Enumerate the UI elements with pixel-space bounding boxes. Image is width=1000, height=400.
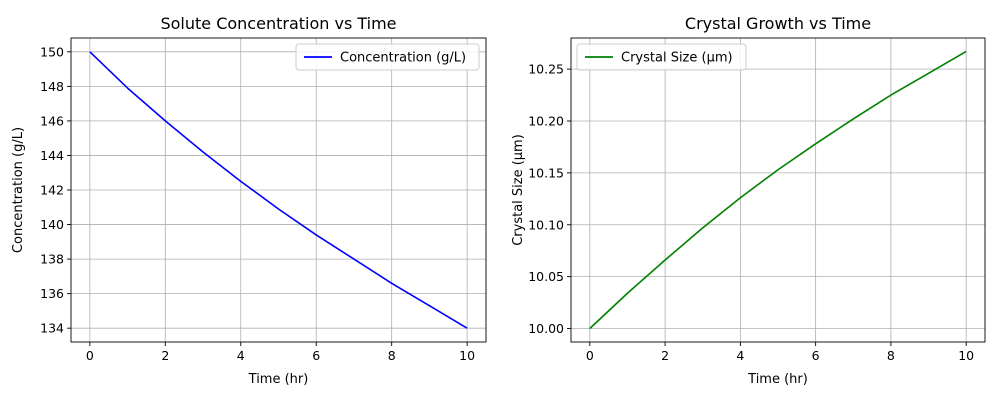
chart-2-x-tick-label-0: 0 [586,348,594,363]
chart-1-x-tick-label-3: 6 [312,348,320,363]
chart-2-x-tick-label-2: 4 [736,348,744,363]
chart-2-x-tick-label-1: 2 [661,348,669,363]
chart-2-y-tick-label-2: 10.10 [528,217,564,232]
chart-2-series-line-0 [589,50,967,330]
chart-2-x-axis-label: Time (hr) [747,372,808,387]
chart-2-y-tick-label-0: 10.00 [528,321,564,336]
chart-1-y-tick-label-3: 140 [40,217,64,232]
chart-1-title: Solute Concentration vs Time [160,14,396,33]
chart-1-x-axis-label: Time (hr) [248,372,309,387]
chart-1-y-tick-label-6: 146 [40,113,64,128]
chart-1-y-tick-label-7: 148 [40,79,64,94]
chart-1-x-tick-label-5: 10 [459,348,475,363]
chart-1-x-tick-label-0: 0 [86,348,94,363]
chart-2-x-tick-label-5: 10 [958,348,974,363]
chart-2: 0 2 4 6 8 10 10.00 10.05 10.10 10.15 10.20 10.25 Cry… [511,14,986,387]
chart-1-y-tick-label-4: 142 [40,183,64,198]
chart-2-y-tick-label-1: 10.05 [528,269,564,284]
chart-1-y-axis-label: Concentration (g/L) [11,127,26,253]
chart-1-series-line-0 [89,51,468,329]
chart-1-x-tick-label-4: 8 [388,348,396,363]
chart-2-legend-box [576,43,747,71]
chart-1-y-tick-label-0: 134 [40,321,64,336]
chart-1: 0 2 4 6 8 10 134 136 138 140 142 144 146 148 150 Solute… [11,14,487,387]
chart-1-y-tick-label-5: 144 [40,148,64,163]
chart-2-y-tick-label-5: 10.25 [528,62,564,77]
chart-1-legend: Concentration (g/L) [295,43,480,71]
chart-1-x-tick-label-1: 2 [161,348,169,363]
chart-1-legend-label-0: Concentration (g/L) [340,51,466,66]
chart-2-y-tick-label-3: 10.15 [528,165,564,180]
chart-2-x-tick-label-3: 6 [812,348,820,363]
chart-1-y-tick-label-8: 150 [40,44,64,59]
chart-1-x-tick-label-2: 4 [237,348,245,363]
chart-2-y-axis-label: Crystal Size (µm) [511,134,526,246]
chart-2-title: Crystal Growth vs Time [685,14,871,33]
chart-2-legend-label-0: Crystal Size (µm) [621,51,733,66]
chart-1-y-tick-label-2: 138 [40,252,64,267]
chart-2-legend: Crystal Size (µm) [576,43,747,71]
chart-2-x-tick-label-4: 8 [887,348,895,363]
chart-1-y-tick-label-1: 136 [40,286,64,301]
chart-2-axes-frame [570,37,986,343]
chart-1-legend-box [295,43,480,71]
chart-2-y-tick-label-4: 10.20 [528,114,564,129]
